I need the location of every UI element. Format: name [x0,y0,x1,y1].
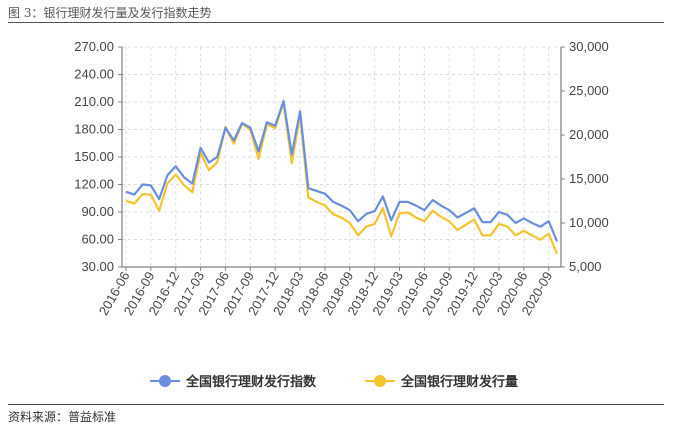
legend-swatch-marker [159,375,171,387]
left-tick-label: 270.00 [74,39,114,54]
volume-series-line [125,101,559,255]
line-chart: 30.00 60.00 90.00 120.00 150.00 180.00 210.00 2… [74,39,609,390]
right-tick-label: 5,000 [569,259,602,274]
left-tick-label: 30.00 [81,259,114,274]
left-tick-label: 240.00 [74,67,114,82]
top-divider [8,22,664,23]
legend-label: 全国银行理财发行量 [400,374,518,390]
legend-label: 全国银行理财发行指数 [185,374,317,390]
left-tick-label: 150.00 [74,149,114,164]
right-tick-label: 20,000 [569,127,609,142]
left-tick-label: 210.00 [74,94,114,109]
legend-swatch-marker [374,375,386,387]
axes: 30.00 60.00 90.00 120.00 150.00 180.00 210.00 2… [74,39,609,318]
right-tick-label: 25,000 [569,83,609,98]
left-tick-label: 180.00 [74,122,114,137]
right-tick-label: 10,000 [569,215,609,230]
figure-title: 图 3：银行理财发行量及发行指数走势 [8,6,212,20]
legend-item-index: 全国银行理财发行指数 [150,374,317,390]
right-tick-label: 30,000 [569,39,609,54]
right-tick-label: 15,000 [569,171,609,186]
left-tick-label: 120.00 [74,177,114,192]
series-lines [125,99,559,255]
index-series-line [125,99,559,242]
legend: 全国银行理财发行指数 全国银行理财发行量 [150,374,518,390]
bottom-divider [8,404,664,405]
left-tick-label: 90.00 [81,204,114,219]
legend-item-volume: 全国银行理财发行量 [365,374,518,390]
left-tick-label: 60.00 [81,232,114,247]
grid-lines [122,46,561,268]
source-note: 资料来源：普益标准 [8,410,117,424]
